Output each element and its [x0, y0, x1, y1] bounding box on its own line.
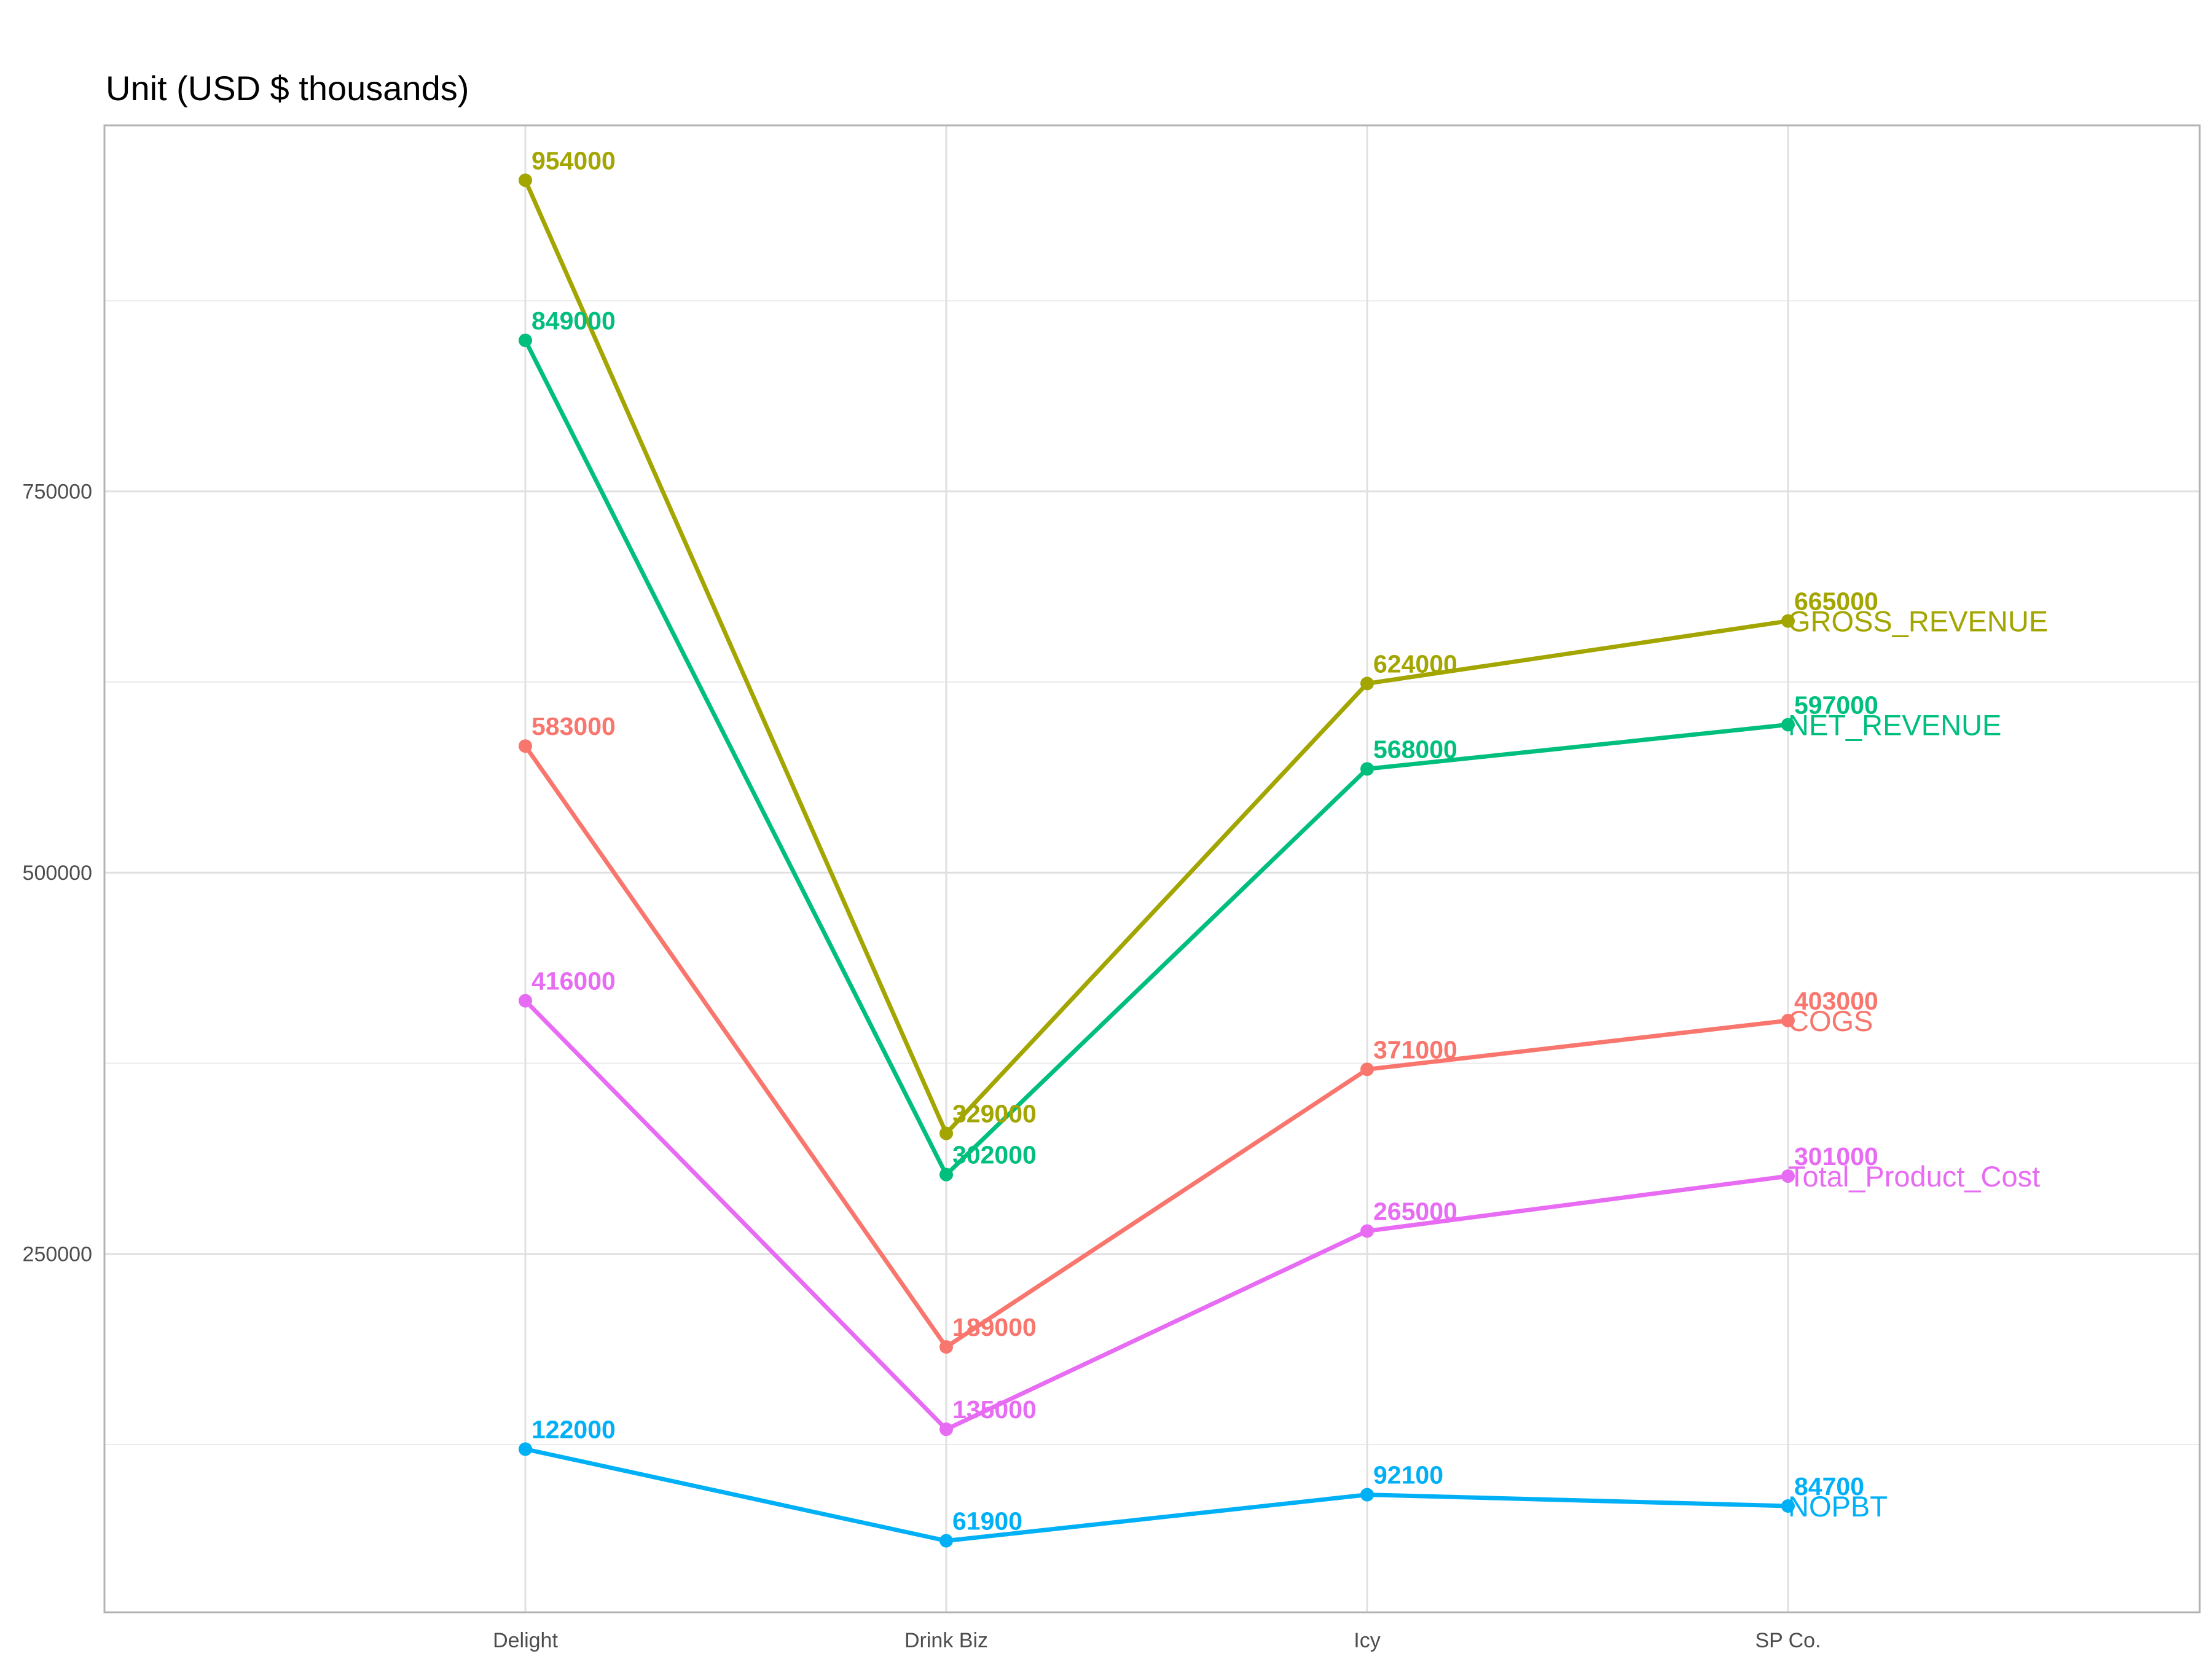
data-label-gross-revenue-sp-co: 665000	[1794, 587, 1878, 616]
data-label-net-revenue-icy: 568000	[1373, 735, 1457, 763]
point-labels: 954000 329000 624000 665000 849000 302000 5680…	[531, 146, 1878, 1535]
data-point-net-revenue-delight	[519, 333, 532, 347]
data-point-total-product-cost-drink-biz	[939, 1422, 953, 1437]
data-point-total-product-cost-icy	[1360, 1224, 1374, 1238]
data-label-nopbt-delight: 122000	[531, 1415, 616, 1443]
y-tick-label: 500000	[23, 861, 92, 885]
x-tick-label-drink-biz: Drink Biz	[904, 1629, 988, 1652]
data-label-cogs-sp-co: 403000	[1794, 987, 1878, 1015]
data-point-cogs-icy	[1360, 1062, 1374, 1077]
data-point-net-revenue-drink-biz	[939, 1167, 953, 1182]
data-label-nopbt-sp-co: 84700	[1794, 1472, 1864, 1500]
y-tick-label: 250000	[23, 1243, 92, 1266]
data-label-cogs-icy: 371000	[1373, 1035, 1457, 1064]
data-label-nopbt-drink-biz: 61900	[952, 1507, 1022, 1535]
grid-major	[104, 125, 2200, 1612]
data-point-total-product-cost-sp-co	[1781, 1169, 1795, 1183]
series-points	[519, 173, 1795, 1548]
data-label-gross-revenue-icy: 624000	[1373, 649, 1457, 678]
data-label-total-product-cost-icy: 265000	[1373, 1197, 1457, 1225]
data-point-nopbt-icy	[1360, 1488, 1374, 1502]
series-end-label-total-product-cost: Total_Product_Cost	[1788, 1160, 2040, 1193]
data-label-gross-revenue-delight: 954000	[531, 146, 616, 175]
chart-title: Unit (USD $ thousands)	[106, 69, 469, 108]
data-label-net-revenue-drink-biz: 302000	[952, 1141, 1037, 1169]
data-label-total-product-cost-drink-biz: 135000	[952, 1395, 1037, 1424]
data-label-total-product-cost-sp-co: 301000	[1794, 1142, 1878, 1171]
data-label-nopbt-icy: 92100	[1373, 1461, 1443, 1489]
series-line-total-product-cost	[523, 998, 1790, 1432]
data-point-cogs-delight	[519, 739, 532, 753]
series-end-label-gross-revenue: GROSS_REVENUE	[1788, 605, 2048, 638]
series-line-nopbt	[523, 1446, 1790, 1543]
data-point-total-product-cost-delight	[519, 994, 532, 1008]
data-point-gross-revenue-sp-co	[1781, 614, 1795, 628]
data-label-net-revenue-delight: 849000	[531, 307, 616, 335]
series-end-labels: GROSS_REVENUE NET_REVENUE COGS Total_Produc…	[1788, 605, 2048, 1523]
data-label-net-revenue-sp-co: 597000	[1794, 691, 1878, 719]
x-tick-label-delight: Delight	[493, 1629, 558, 1652]
x-axis-ticks: Delight Drink Biz Icy SP Co.	[493, 1629, 1821, 1652]
panel-border	[103, 124, 2201, 1614]
data-label-gross-revenue-drink-biz: 329000	[952, 1100, 1037, 1128]
series-line-gross-revenue	[523, 178, 1790, 1136]
data-label-total-product-cost-delight: 416000	[531, 967, 616, 995]
series-end-label-net-revenue: NET_REVENUE	[1788, 708, 2001, 741]
data-point-gross-revenue-drink-biz	[939, 1126, 953, 1140]
data-point-net-revenue-icy	[1360, 762, 1374, 776]
y-axis-ticks: 250000 500000 750000	[23, 480, 92, 1266]
x-tick-label-sp-co: SP Co.	[1755, 1629, 1821, 1652]
data-point-nopbt-sp-co	[1781, 1499, 1795, 1513]
series-line-net-revenue	[523, 338, 1790, 1177]
y-tick-label: 750000	[23, 480, 92, 504]
data-point-cogs-sp-co	[1781, 1013, 1795, 1027]
series-end-label-nopbt: NOPBT	[1788, 1490, 1888, 1523]
grid-minor	[104, 300, 2200, 1445]
data-point-cogs-drink-biz	[939, 1340, 953, 1354]
series-lines	[523, 178, 1790, 1543]
data-point-gross-revenue-icy	[1360, 677, 1374, 691]
data-point-gross-revenue-delight	[519, 173, 532, 187]
x-tick-label-icy: Icy	[1354, 1629, 1380, 1652]
data-point-nopbt-delight	[519, 1442, 532, 1456]
data-point-net-revenue-sp-co	[1781, 718, 1795, 732]
data-point-nopbt-drink-biz	[939, 1534, 953, 1548]
data-label-cogs-delight: 583000	[531, 712, 616, 740]
series-end-label-cogs: COGS	[1788, 1005, 1873, 1037]
series-line-cogs	[523, 743, 1790, 1349]
data-label-cogs-drink-biz: 189000	[952, 1313, 1037, 1341]
